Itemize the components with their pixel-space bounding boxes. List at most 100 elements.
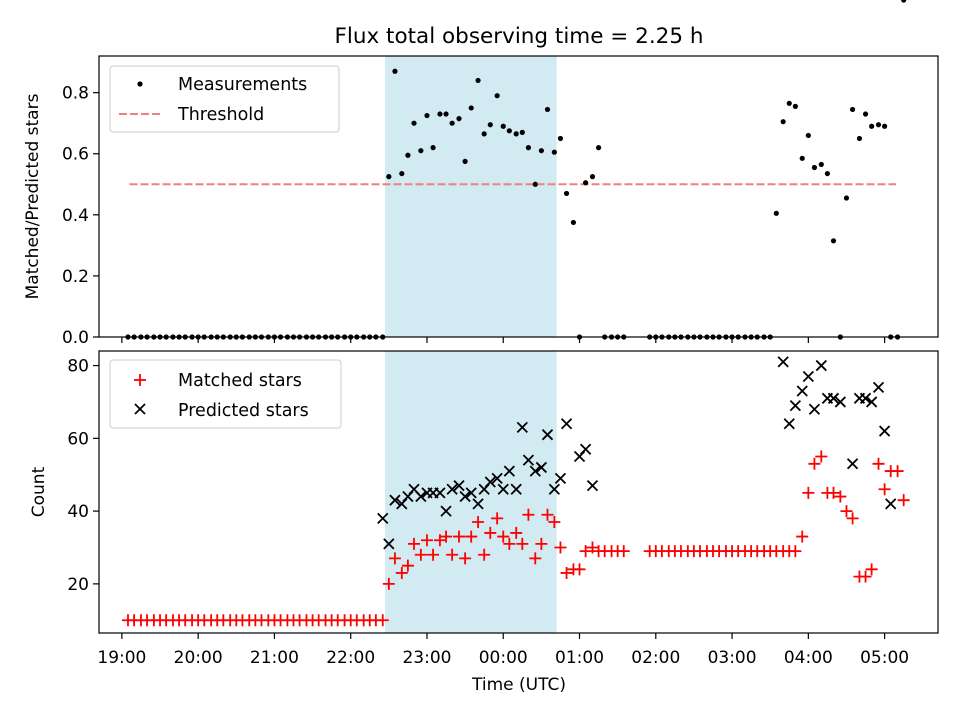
- shaded-interval: [385, 56, 557, 337]
- measurement-point: [563, 190, 570, 197]
- predicted-stars-point: [497, 483, 509, 495]
- x-tick-label: 21:00: [250, 648, 299, 668]
- predicted-stars-point: [846, 458, 859, 470]
- matched-stars-point: [497, 530, 510, 543]
- matched-stars-point: [878, 483, 891, 496]
- matched-stars-point: [472, 516, 485, 529]
- matched-stars-point: [433, 534, 446, 547]
- measurement-point: [544, 106, 551, 113]
- matched-stars-point: [834, 490, 847, 503]
- matched-stars-point: [395, 566, 408, 579]
- x-tick-label: 04:00: [784, 648, 833, 668]
- measurement-point: [500, 123, 506, 129]
- x-tick-label: 19:00: [97, 648, 146, 668]
- predicted-stars-point: [579, 443, 592, 455]
- y-tick-label: 0.6: [62, 145, 89, 165]
- predicted-stars-point: [503, 465, 515, 477]
- measurement-point: [532, 181, 538, 187]
- predicted-stars-point: [783, 418, 795, 430]
- measurement-point: [462, 158, 468, 164]
- legend-label-measurements: Measurements: [178, 75, 307, 95]
- axes-frame: [98, 350, 939, 634]
- measurement-point: [456, 116, 462, 122]
- legend-label-matched: Matched stars: [178, 371, 302, 391]
- matched-stars-point: [446, 548, 459, 561]
- top-panel-ratio: 0.00.20.40.60.8 Matched/Predicted stars …: [23, 0, 939, 348]
- predicted-stars-point: [560, 418, 573, 430]
- measurement-point: [437, 111, 443, 117]
- x-tick-label: 03:00: [708, 648, 757, 668]
- matched-stars-point: [554, 541, 567, 554]
- bottom-panel-counts: 20 40 60 80 19:00 20:00 21:00 22:00 23:00 00:00 01…: [29, 350, 939, 695]
- predicted-stars-point: [377, 512, 389, 525]
- matched-stars-point: [872, 457, 885, 470]
- predicted-stars-point: [484, 476, 496, 488]
- legend-marker-measurements: [137, 81, 143, 87]
- measurement-point: [411, 120, 417, 126]
- matched-stars-point: [789, 545, 802, 558]
- measurement-point: [424, 112, 430, 119]
- matched-stars-point: [491, 512, 504, 525]
- matched-stars-point: [796, 530, 809, 543]
- legend-label-predicted: Predicted stars: [178, 401, 309, 421]
- measurement-point: [862, 111, 869, 117]
- legend-marker-predicted: [134, 403, 146, 415]
- predicted-stars-point: [491, 472, 503, 484]
- predicted-stars-point: [808, 403, 821, 415]
- measurement-point: [824, 170, 831, 177]
- matched-stars-point: [427, 548, 440, 561]
- predicted-stars-point: [389, 494, 401, 506]
- measurement-point: [475, 77, 481, 84]
- matched-stars-point: [522, 508, 535, 521]
- measurement-point: [430, 145, 436, 151]
- measurement-point: [843, 195, 850, 201]
- matched-stars-point: [510, 526, 523, 539]
- matched-stars-point: [516, 537, 529, 550]
- matched-stars-point: [865, 563, 878, 576]
- measurement-point: [487, 122, 493, 128]
- predicted-stars-point: [872, 381, 885, 394]
- matched-stars-point: [891, 465, 904, 478]
- matched-stars-point: [503, 537, 516, 550]
- predicted-stars-point: [522, 454, 535, 466]
- matched-stars-point: [484, 526, 497, 539]
- predicted-stars-point: [548, 483, 560, 495]
- predicted-stars-point: [510, 483, 522, 495]
- matched-stars-point: [897, 494, 910, 507]
- measurement-point: [818, 161, 824, 168]
- measurement-point: [513, 131, 519, 137]
- measurement-point: [392, 68, 398, 74]
- x-tick-label: 02:00: [631, 648, 680, 668]
- measurement-point: [570, 219, 577, 226]
- measurement-point: [786, 100, 792, 106]
- measurement-point: [468, 105, 474, 111]
- matched-stars-point: [846, 512, 859, 525]
- x-tick-label: 20:00: [174, 648, 223, 668]
- measurement-point: [583, 180, 589, 186]
- measurement-point: [811, 164, 818, 171]
- matched-stars-point: [401, 559, 414, 572]
- matched-stars-point: [808, 457, 821, 470]
- matched-stars-point: [453, 530, 466, 543]
- y-tick-label: 20: [67, 575, 89, 595]
- matched-stars-point: [465, 530, 478, 543]
- measurement-point: [849, 106, 856, 113]
- predicted-stars-point: [415, 490, 427, 503]
- predicted-stars-point: [554, 472, 567, 484]
- predicted-stars-point: [859, 392, 872, 404]
- legend-marker-matched: [134, 374, 146, 386]
- shaded-region: [385, 56, 557, 337]
- x-tick-label: 00:00: [479, 648, 528, 668]
- matched-stars-point: [541, 508, 554, 521]
- measurement-point: [830, 238, 837, 244]
- measurement-point: [875, 122, 882, 128]
- x-tick-label: 23:00: [402, 648, 451, 668]
- predicted-stars-point: [777, 356, 789, 368]
- measurement-point: [557, 135, 564, 142]
- top-legend: Measurements Threshold: [109, 65, 340, 133]
- measurement-point: [519, 129, 525, 135]
- matched-stars-point: [573, 563, 586, 576]
- x-tick-label: 01:00: [555, 648, 604, 668]
- predicted-stars-point: [516, 421, 528, 434]
